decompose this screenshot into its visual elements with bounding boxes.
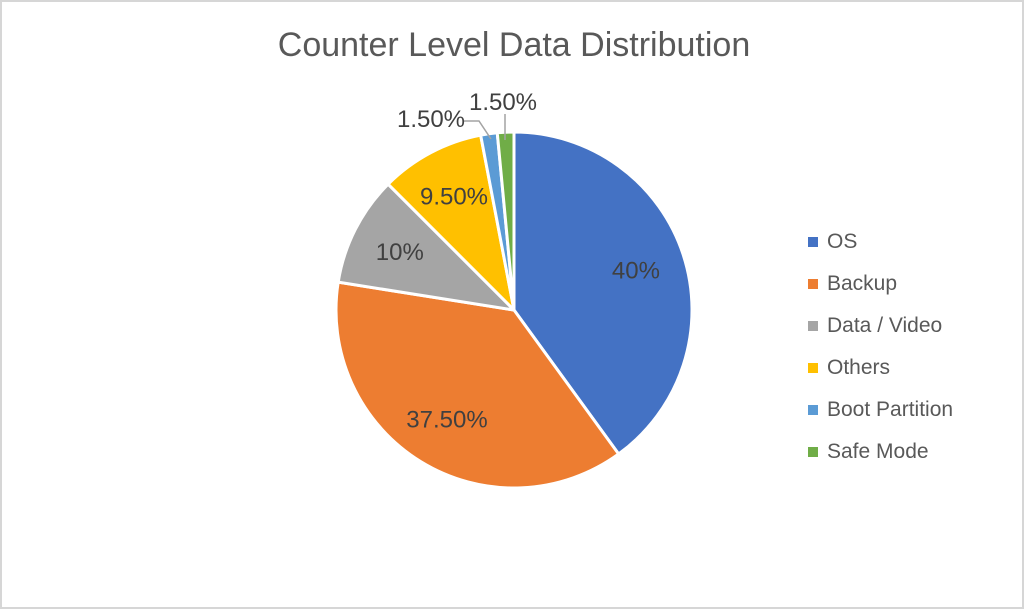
- legend-label-others: Others: [827, 356, 891, 379]
- legend: OS Backup Data / Video Others Boot Partition…: [808, 221, 953, 473]
- leader-lines: [464, 114, 506, 140]
- data-label-boot-partition: 1.50%: [397, 106, 465, 133]
- legend-label-data-video: Data / Video: [827, 314, 943, 337]
- legend-label-safe-mode: Safe Mode: [827, 440, 929, 463]
- pie-slice-data-video[interactable]: [336, 182, 516, 312]
- data-label-backup: 37.50%: [406, 406, 487, 433]
- legend-item-safe-mode[interactable]: Safe Mode: [808, 431, 953, 473]
- legend-marker-boot-partition: [808, 405, 818, 415]
- legend-label-os: OS: [827, 230, 858, 253]
- legend-item-os[interactable]: OS: [808, 221, 953, 263]
- legend-marker-data-video: [808, 321, 818, 331]
- legend-item-boot-partition[interactable]: Boot Partition: [808, 389, 953, 431]
- data-labels: 40% 37.50% 10% 9.50% 1.50%1.50%: [376, 89, 660, 433]
- pie-slices: [334, 130, 694, 490]
- pie-slice-os[interactable]: [512, 130, 694, 456]
- data-label-others: 9.50%: [420, 184, 488, 211]
- pie-slice-others[interactable]: [386, 133, 516, 312]
- data-label-safe-mode: 1.50%: [469, 89, 537, 116]
- leader-line-boot-partition: [464, 120, 492, 140]
- legend-marker-safe-mode: [808, 447, 818, 457]
- data-label-os: 40%: [612, 257, 660, 284]
- pie-slice-backup[interactable]: [334, 280, 621, 490]
- legend-marker-os: [808, 237, 818, 247]
- legend-label-backup: Backup: [827, 272, 898, 295]
- legend-item-data-video[interactable]: Data / Video: [808, 305, 953, 347]
- legend-item-others[interactable]: Others: [808, 347, 953, 389]
- legend-item-backup[interactable]: Backup: [808, 263, 953, 305]
- data-label-data-video: 10%: [376, 239, 424, 266]
- legend-marker-backup: [808, 279, 818, 289]
- legend-marker-others: [808, 363, 818, 373]
- chart-title: Counter Level Data Distribution: [277, 26, 751, 64]
- legend-label-boot-partition: Boot Partition: [827, 398, 954, 421]
